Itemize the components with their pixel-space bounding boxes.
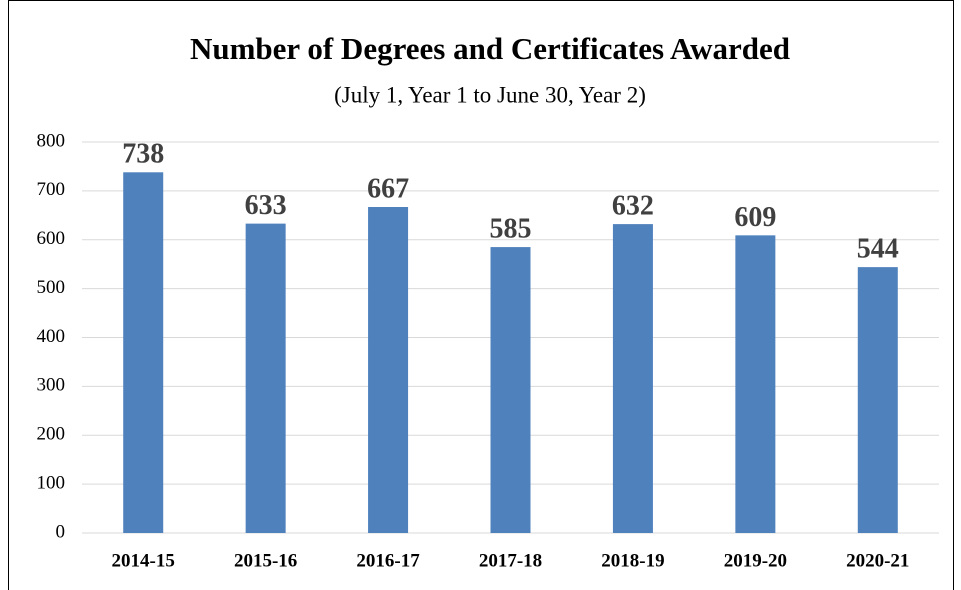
data-label: 544	[857, 234, 899, 265]
data-label: 632	[612, 191, 654, 222]
y-tick-label: 500	[37, 277, 66, 298]
data-label: 609	[734, 202, 776, 233]
x-tick-label: 2019-20	[724, 550, 787, 571]
y-tick-label: 200	[37, 424, 66, 445]
y-tick-label: 800	[37, 130, 66, 151]
x-tick-label: 2016-17	[356, 550, 420, 571]
y-tick-label: 700	[37, 179, 66, 200]
data-label: 667	[367, 173, 409, 204]
data-label: 585	[490, 214, 532, 245]
bar	[612, 224, 653, 534]
y-tick-label: 400	[37, 326, 66, 347]
y-tick-label: 300	[37, 375, 66, 396]
x-tick-label: 2018-19	[601, 550, 664, 571]
x-tick-label: 2020-21	[846, 550, 909, 571]
data-label: 738	[122, 139, 164, 170]
bar	[857, 267, 898, 533]
chart-subtitle: (July 1, Year 1 to June 30, Year 2)	[334, 82, 646, 107]
y-tick-label: 600	[37, 228, 66, 249]
bar	[368, 207, 409, 533]
chart-title: Number of Degrees and Certificates Award…	[190, 31, 790, 66]
x-tick-label: 2014-15	[112, 550, 175, 571]
bar	[123, 172, 164, 534]
chart-frame	[8, 0, 954, 590]
bar	[490, 247, 531, 534]
y-tick-label: 100	[37, 472, 66, 493]
x-tick-label: 2015-16	[234, 550, 297, 571]
bar	[735, 235, 776, 533]
x-tick-label: 2017-18	[479, 550, 542, 571]
y-tick-label: 0	[56, 521, 66, 542]
data-label: 633	[245, 190, 287, 221]
bar	[245, 223, 286, 533]
